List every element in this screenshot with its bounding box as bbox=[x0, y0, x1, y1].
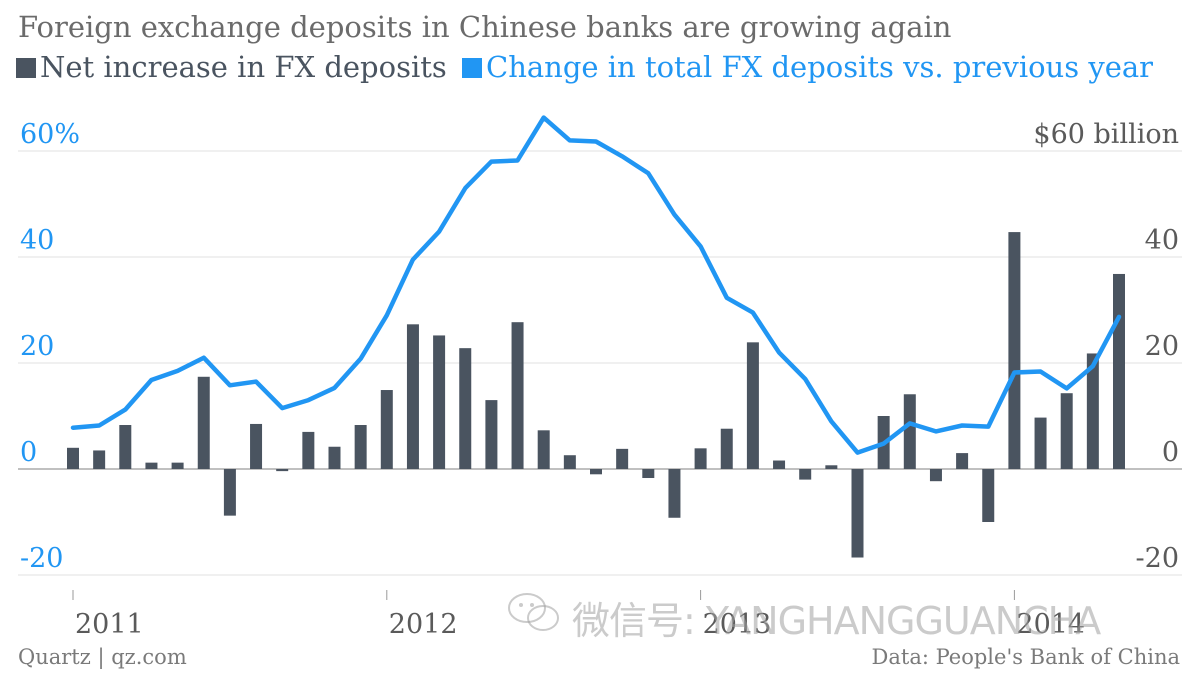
bar-20 bbox=[590, 469, 602, 475]
bar-1 bbox=[93, 450, 106, 469]
bar-38 bbox=[1060, 393, 1073, 469]
bar-5 bbox=[197, 376, 210, 469]
legend-swatch-bars bbox=[16, 58, 36, 78]
bar-23 bbox=[668, 469, 681, 518]
bar-14 bbox=[433, 335, 446, 469]
bar-17 bbox=[511, 322, 524, 469]
left-axis-tick-1: 40 bbox=[20, 225, 54, 256]
bar-33 bbox=[929, 469, 942, 482]
bar-4 bbox=[171, 462, 184, 469]
bar-30 bbox=[851, 469, 864, 558]
x-tick-label-2: 2013 bbox=[703, 609, 772, 640]
left-axis-tick-3: 0 bbox=[20, 437, 37, 468]
bar-35 bbox=[982, 469, 995, 522]
bar-7 bbox=[250, 423, 263, 469]
source-left: Quartz | qz.com bbox=[18, 645, 187, 669]
bar-9 bbox=[302, 431, 315, 469]
bar-8 bbox=[276, 469, 289, 472]
bar-11 bbox=[354, 425, 367, 469]
bar-10 bbox=[328, 446, 341, 469]
bar-15 bbox=[459, 348, 472, 469]
bar-25 bbox=[720, 428, 733, 469]
bar-32 bbox=[903, 394, 916, 469]
bar-36 bbox=[1008, 232, 1021, 469]
right-axis-tick-2: 20 bbox=[1145, 331, 1179, 362]
legend: Net increase in FX deposits Change in to… bbox=[16, 50, 1159, 84]
bar-28 bbox=[799, 469, 812, 480]
left-axis-tick-2: 20 bbox=[20, 331, 54, 362]
left-axis-tick-0: 60% bbox=[20, 119, 80, 150]
x-tick-label-1: 2012 bbox=[389, 609, 458, 640]
bar-2 bbox=[119, 425, 132, 469]
bar-24 bbox=[694, 448, 707, 469]
watermark: 微信号: YANGHANGGUANCHA bbox=[572, 599, 1101, 643]
x-tick-label-0: 2011 bbox=[75, 609, 144, 640]
source-right: Data: People's Bank of China bbox=[871, 645, 1180, 669]
right-axis-tick-4: -20 bbox=[1136, 543, 1179, 574]
bar-40 bbox=[1113, 273, 1125, 469]
bar-37 bbox=[1034, 417, 1047, 469]
bar-29 bbox=[825, 465, 838, 469]
right-axis-tick-1: 40 bbox=[1145, 225, 1179, 256]
bar-21 bbox=[616, 448, 629, 469]
bar-16 bbox=[485, 400, 498, 469]
bar-34 bbox=[956, 453, 969, 469]
bar-6 bbox=[223, 469, 236, 516]
bar-0 bbox=[67, 447, 79, 469]
series-line bbox=[70, 115, 1122, 455]
left-axis-tick-4: -20 bbox=[20, 543, 63, 574]
chart-title: Foreign exchange deposits in Chinese ban… bbox=[18, 10, 952, 44]
x-tick-label-3: 2014 bbox=[1016, 609, 1085, 640]
legend-label-line: Change in total FX deposits vs. previous… bbox=[486, 50, 1154, 84]
right-axis-tick-3: 0 bbox=[1162, 437, 1179, 468]
legend-item-line: Change in total FX deposits vs. previous… bbox=[462, 50, 1153, 84]
legend-label-bars: Net increase in FX deposits bbox=[40, 50, 447, 84]
bar-27 bbox=[773, 460, 786, 469]
bar-19 bbox=[563, 455, 576, 469]
legend-swatch-line bbox=[462, 58, 482, 78]
bar-18 bbox=[537, 430, 550, 469]
bar-13 bbox=[406, 324, 419, 469]
bar-39 bbox=[1086, 353, 1099, 469]
right-axis-tick-0: $60 billion bbox=[1033, 119, 1179, 150]
bar-12 bbox=[380, 390, 393, 469]
legend-item-bars: Net increase in FX deposits bbox=[16, 50, 447, 84]
bar-3 bbox=[145, 462, 158, 469]
wechat-icon bbox=[508, 593, 559, 631]
bar-22 bbox=[642, 469, 655, 479]
bar-26 bbox=[746, 342, 759, 469]
